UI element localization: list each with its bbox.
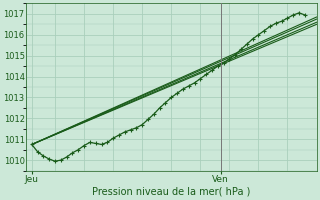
X-axis label: Pression niveau de la mer( hPa ): Pression niveau de la mer( hPa ) xyxy=(92,187,251,197)
